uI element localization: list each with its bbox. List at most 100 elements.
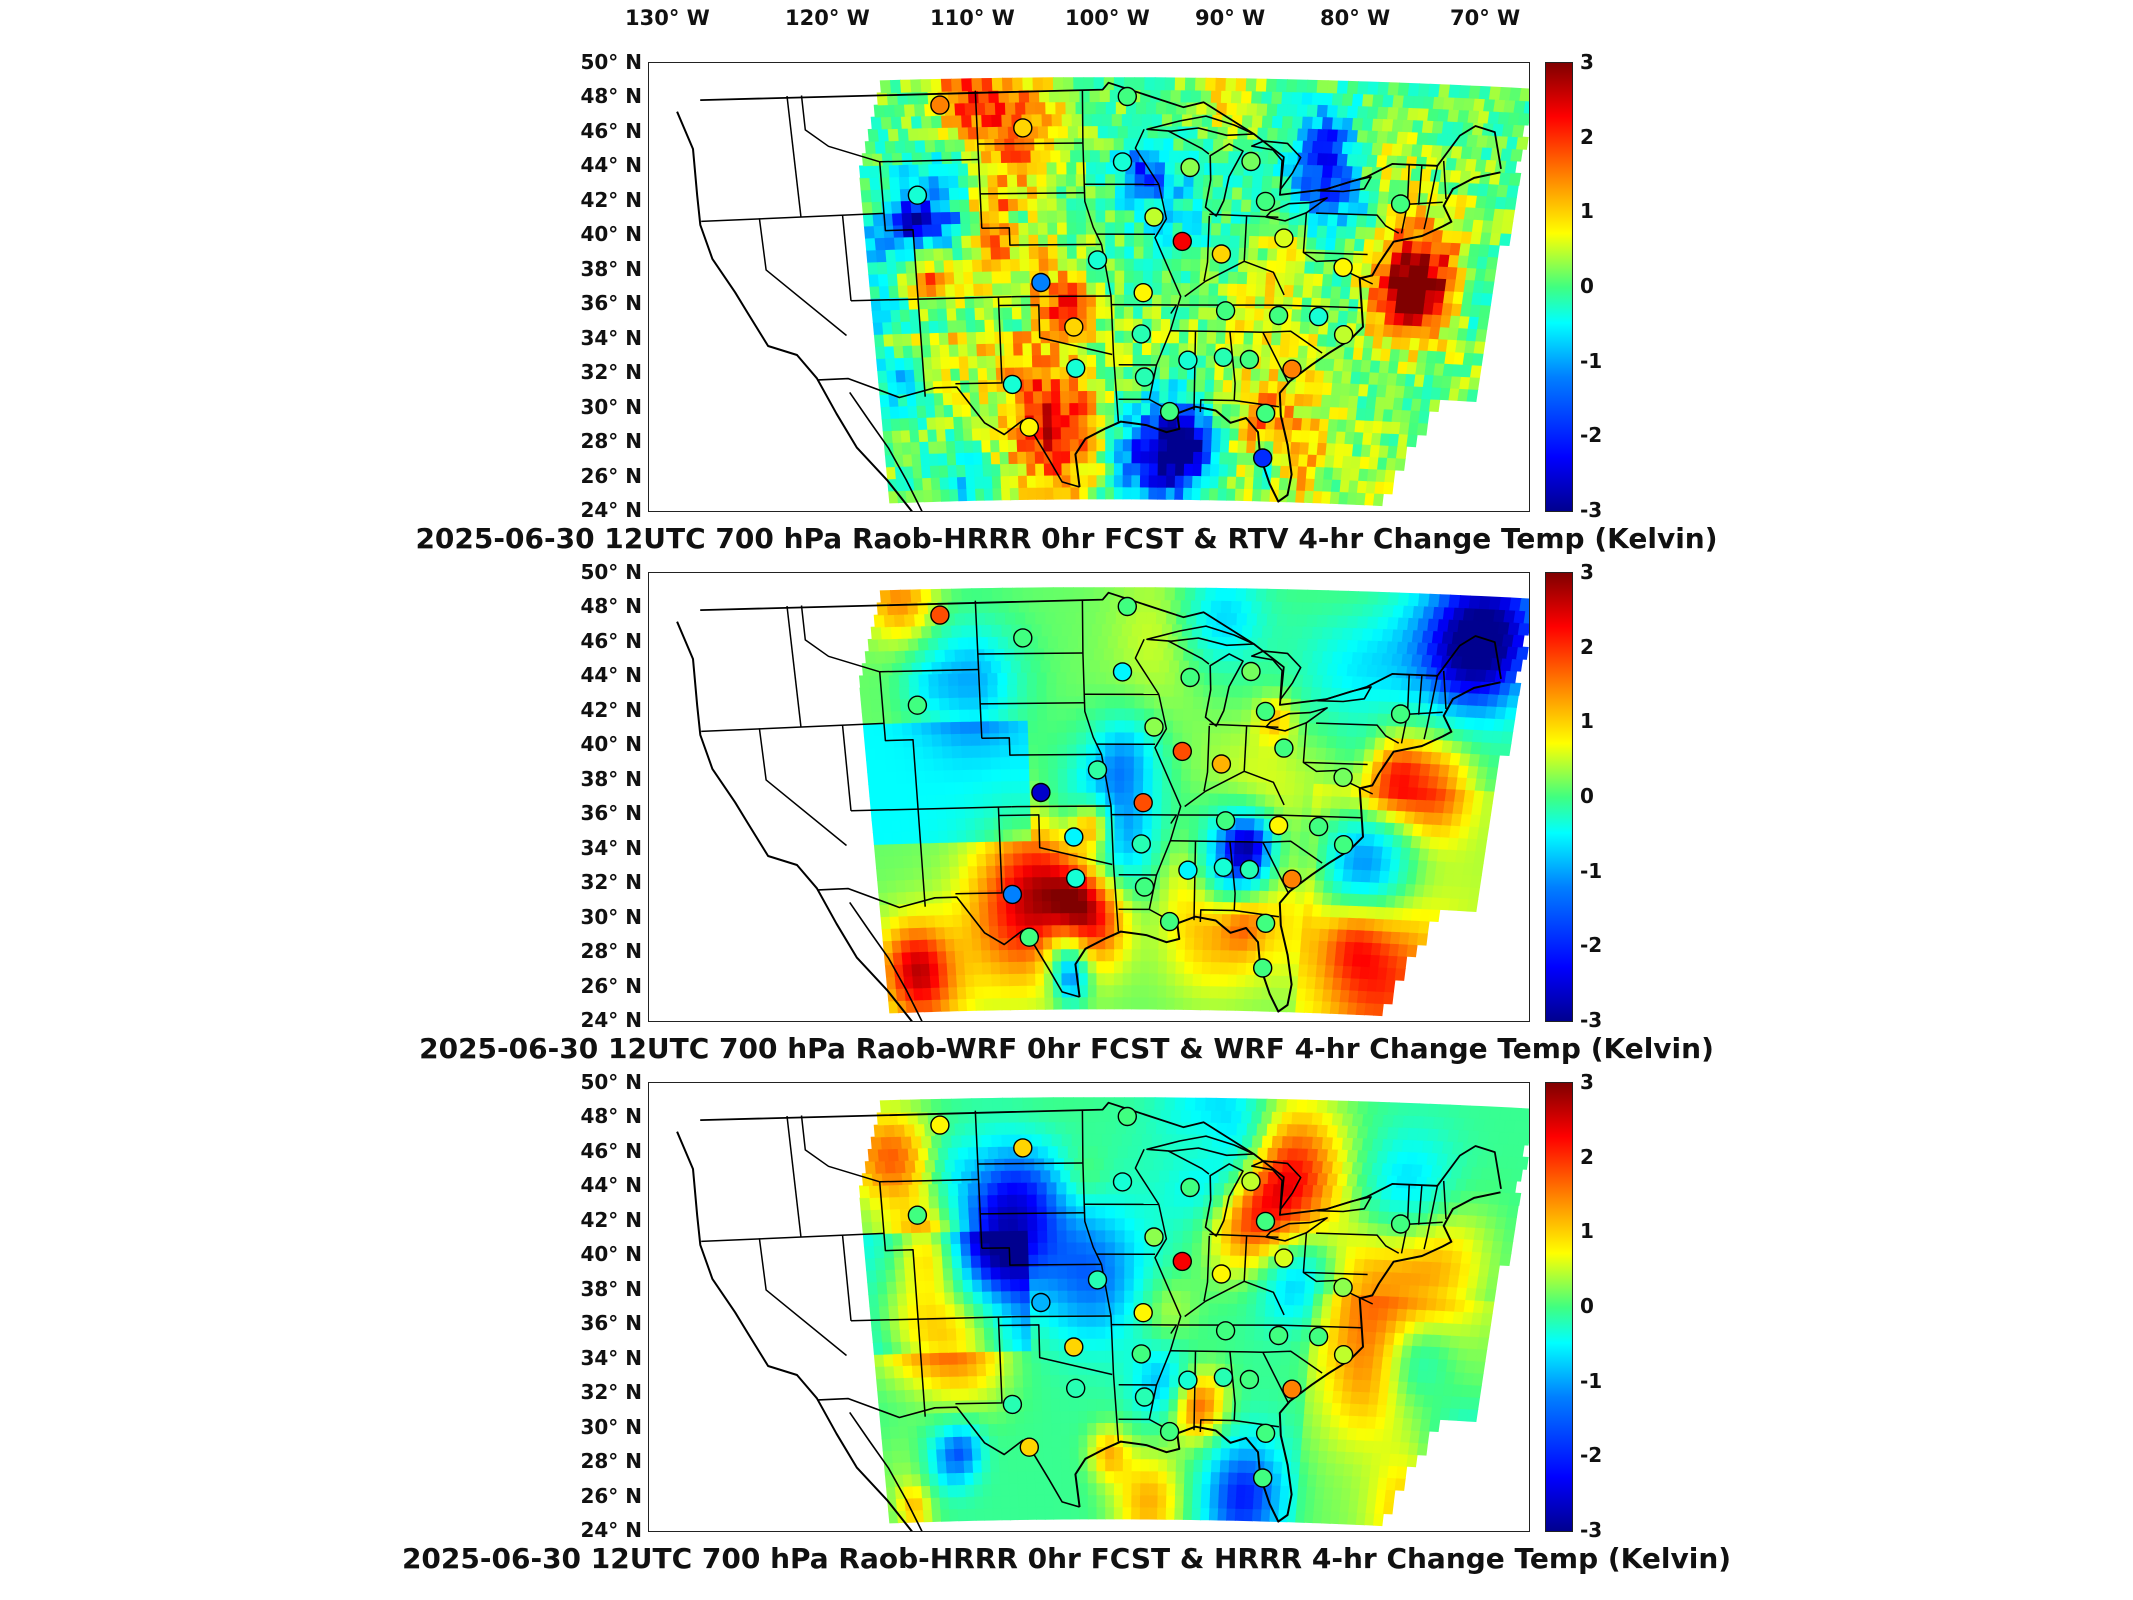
temperature-cell <box>1042 912 1053 926</box>
temperature-cell <box>1316 638 1329 652</box>
temperature-cell <box>1159 366 1170 380</box>
temperature-cell <box>927 307 939 322</box>
temperature-cell <box>951 901 963 915</box>
temperature-cell <box>901 332 913 347</box>
temperature-cell <box>1201 451 1212 465</box>
temperature-cell <box>929 974 941 988</box>
temperature-cell <box>866 759 878 773</box>
temperature-cell <box>1331 164 1344 179</box>
temperature-cell <box>1140 450 1151 464</box>
temperature-cell <box>1184 948 1195 962</box>
temperature-cell <box>911 854 923 868</box>
temperature-cell <box>1171 780 1182 794</box>
temperature-cell <box>957 684 970 698</box>
temperature-cell <box>1032 378 1043 392</box>
temperature-cell <box>1135 611 1148 625</box>
temperature-cell <box>964 961 975 975</box>
temperature-cell <box>1412 605 1425 619</box>
temperature-cell <box>1000 487 1012 501</box>
temperature-cell <box>1380 347 1392 362</box>
temperature-cell <box>953 925 964 940</box>
temperature-cell <box>1289 709 1301 724</box>
colorbar-tick-label: -2 <box>1580 933 1603 958</box>
temperature-cell <box>862 723 875 737</box>
temperature-cell <box>1326 614 1339 628</box>
temperature-cell <box>1519 598 1529 612</box>
temperature-cell <box>1384 821 1396 836</box>
temperature-cell <box>1200 1507 1211 1521</box>
temperature-cell <box>1389 263 1402 277</box>
temperature-cell <box>1113 984 1124 998</box>
temperature-cell <box>1046 695 1058 709</box>
temperature-cell <box>1336 80 1349 94</box>
temperature-cell <box>938 1484 950 1498</box>
temperature-cell <box>937 452 949 466</box>
temperature-cell <box>953 427 965 442</box>
temperature-cell <box>1087 1470 1098 1484</box>
temperature-cell <box>1327 723 1339 737</box>
temperature-cell <box>1307 722 1320 736</box>
temperature-cell <box>1405 288 1418 302</box>
temperature-cell <box>972 439 983 453</box>
temperature-cell <box>1078 1482 1089 1496</box>
temperature-cell <box>1230 720 1242 734</box>
temperature-cell <box>1052 450 1063 464</box>
temperature-cell <box>869 176 882 191</box>
temperature-cell <box>1114 185 1126 199</box>
temperature-cell <box>1001 792 1013 806</box>
temperature-cell <box>950 223 962 237</box>
temperature-cell <box>1231 708 1243 722</box>
temperature-cell <box>1169 342 1180 356</box>
temperature-cell <box>1042 414 1053 428</box>
temperature-cell <box>948 488 960 502</box>
temperature-cell <box>902 453 914 467</box>
temperature-cell <box>1141 113 1153 127</box>
temperature-cell <box>1099 89 1111 102</box>
temperature-cell <box>1193 173 1205 188</box>
temperature-cell <box>1397 82 1411 96</box>
temperature-cell <box>1065 683 1077 697</box>
latitude-label: 36° N <box>580 291 642 316</box>
temperature-cell <box>1321 650 1334 664</box>
temperature-cell <box>1339 989 1351 1003</box>
raob-station-marker <box>1087 760 1108 780</box>
temperature-field <box>858 1097 1529 1527</box>
temperature-cell <box>1203 415 1214 429</box>
raob-station-marker <box>930 95 950 115</box>
temperature-cell <box>1312 1510 1324 1524</box>
temperature-cell <box>1367 383 1379 397</box>
temperature-cell <box>1124 233 1135 247</box>
temperature-cell <box>1192 708 1204 722</box>
temperature-cell <box>1230 403 1241 417</box>
temperature-cell <box>1267 380 1279 394</box>
temperature-cell <box>1007 708 1019 722</box>
temperature-cell <box>1291 939 1302 953</box>
temperature-cell <box>1300 176 1313 190</box>
temperature-cell <box>1263 295 1276 309</box>
temperature-cell <box>1376 809 1388 823</box>
temperature-cell <box>1142 815 1153 829</box>
temperature-cell <box>1316 952 1328 966</box>
temperature-cell <box>1323 1486 1335 1500</box>
temperature-cell <box>1096 474 1107 488</box>
temperature-cell <box>1511 124 1525 138</box>
temperature-cell <box>940 355 951 370</box>
temperature-cell <box>987 379 998 393</box>
temperature-cell <box>1210 949 1222 963</box>
temperature-cell <box>1050 366 1061 380</box>
temperature-cell <box>968 198 981 212</box>
temperature-cell <box>974 306 986 321</box>
temperature-cell <box>1105 450 1115 464</box>
boundaries <box>676 591 1502 1021</box>
temperature-cell <box>1302 393 1314 407</box>
temperature-cell <box>1336 662 1349 677</box>
temperature-cell <box>1346 310 1359 324</box>
temperature-cell <box>1095 864 1107 877</box>
temperature-cell <box>1315 236 1328 251</box>
temperature-cell <box>1293 782 1306 796</box>
temperature-cell <box>1183 1494 1194 1509</box>
temperature-cell <box>962 768 974 783</box>
temperature-cell <box>990 246 1002 260</box>
temperature-cell <box>1123 791 1135 805</box>
temperature-cell <box>1344 747 1356 761</box>
